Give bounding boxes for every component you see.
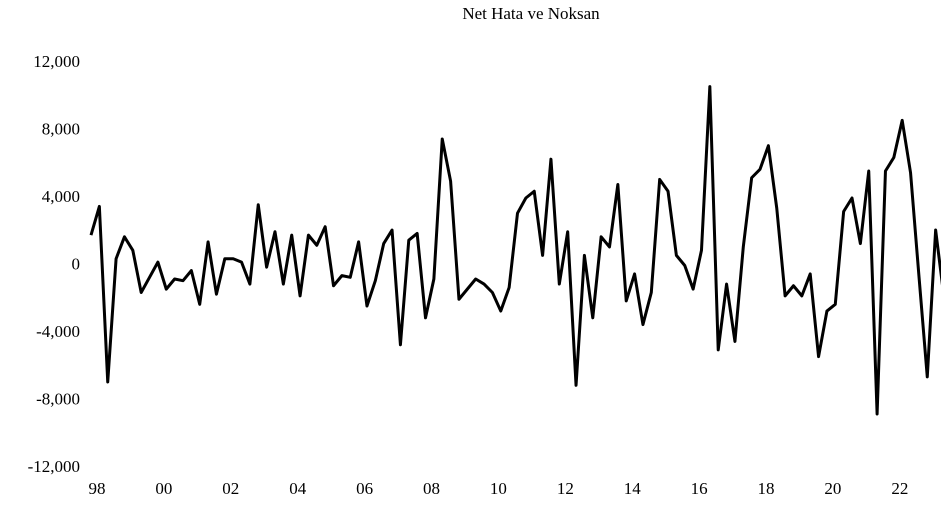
- x-tick-label: 04: [289, 479, 307, 498]
- x-tick-label: 10: [490, 479, 507, 498]
- y-tick-label: 8,000: [42, 119, 80, 138]
- chart-title: Net Hata ve Noksan: [462, 4, 600, 23]
- y-tick-label: 0: [72, 254, 81, 273]
- x-tick-label: 06: [356, 479, 373, 498]
- y-tick-label: -4,000: [36, 322, 80, 341]
- data-line: [89, 85, 941, 416]
- y-tick-label: 12,000: [33, 52, 80, 71]
- x-tick-label: 20: [824, 479, 841, 498]
- x-tick-label: 18: [758, 479, 775, 498]
- x-tick-label: 98: [89, 479, 106, 498]
- y-tick-label: -12,000: [28, 457, 80, 476]
- x-tick-label: 02: [222, 479, 239, 498]
- x-tick-label: 08: [423, 479, 440, 498]
- x-tick-label: 14: [624, 479, 642, 498]
- x-tick-label: 12: [557, 479, 574, 498]
- x-tick-label: 16: [691, 479, 708, 498]
- y-tick-label: -8,000: [36, 389, 80, 408]
- y-tick-label: 4,000: [42, 187, 80, 206]
- x-tick-label: 00: [155, 479, 172, 498]
- x-tick-label: 22: [891, 479, 908, 498]
